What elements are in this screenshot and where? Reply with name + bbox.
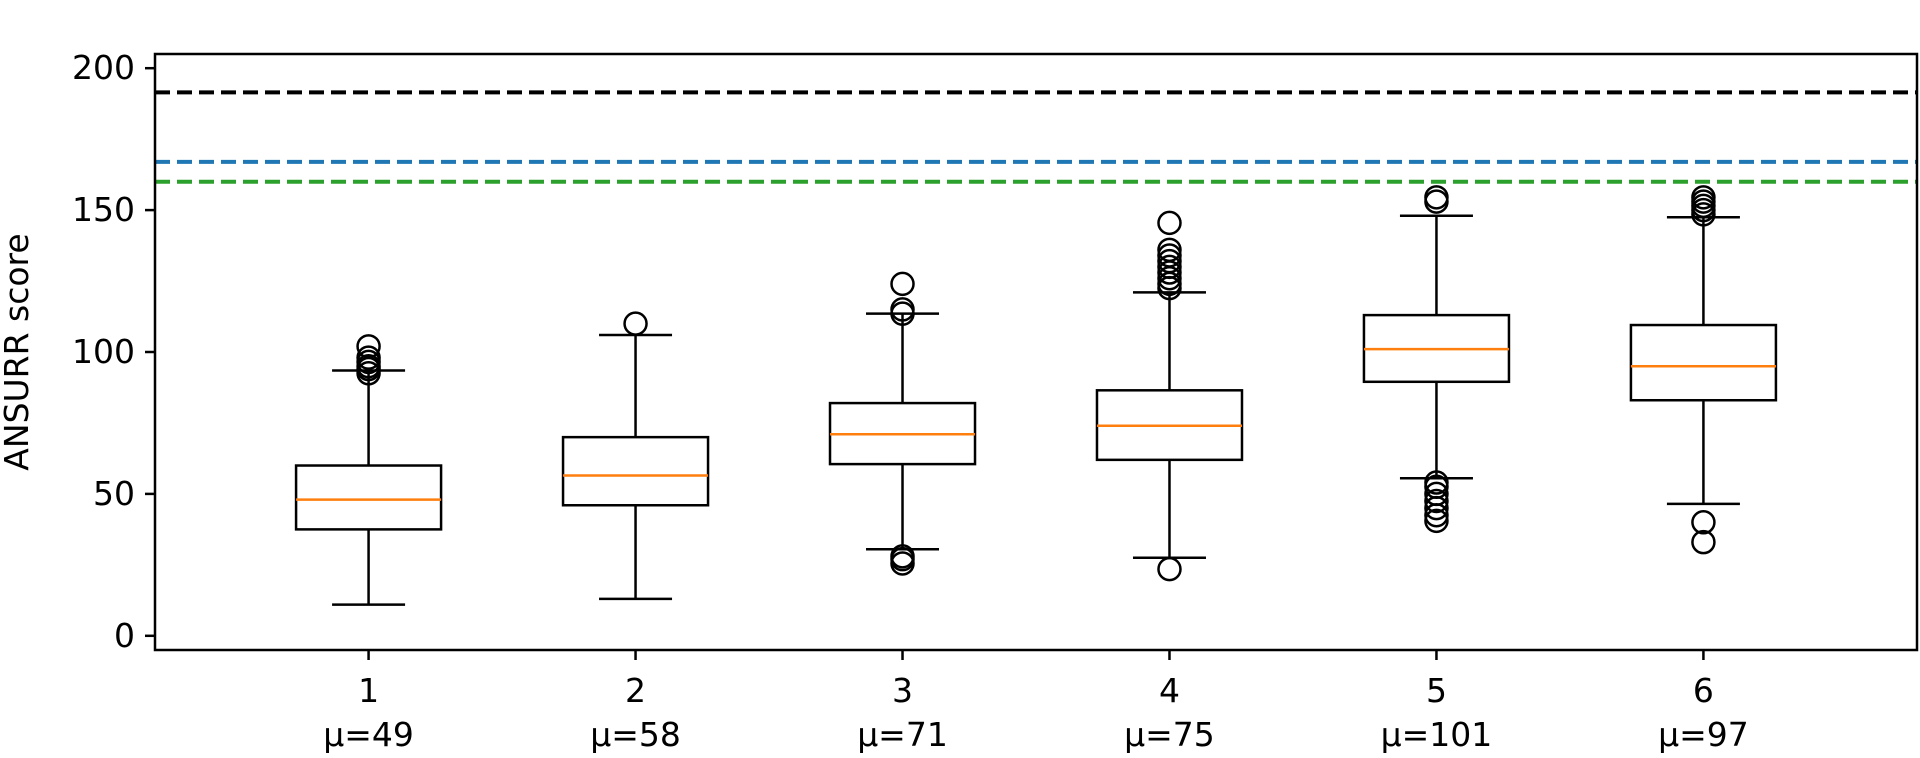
flier-point — [1157, 254, 1182, 280]
y-tick-label: 100 — [72, 332, 135, 371]
flier-point — [1424, 481, 1449, 507]
flier-point — [1157, 556, 1182, 582]
y-tick-label: 50 — [93, 474, 135, 513]
flier-point — [890, 297, 915, 322]
x-mean-label: μ=49 — [323, 715, 414, 754]
flier-point — [890, 544, 915, 569]
flier-point — [1157, 237, 1182, 263]
y-axis: 0 50 100 150 200 — [72, 48, 155, 655]
x-tick-label: 1 — [358, 671, 379, 710]
y-tick-label: 150 — [72, 190, 135, 229]
box-6 — [1629, 185, 1778, 555]
flier-point — [1424, 185, 1449, 210]
box-2 — [561, 311, 710, 601]
iqr-box — [1629, 323, 1778, 402]
flier-point — [623, 311, 648, 336]
flier-point — [1424, 470, 1449, 495]
flier-point — [1157, 248, 1182, 274]
iqr-box — [294, 464, 443, 531]
flier-point — [356, 345, 381, 370]
x-mean-label: μ=75 — [1124, 715, 1215, 754]
x-axis: 1 μ=49 2 μ=58 3 μ=71 4 μ=75 5 μ=101 6 μ=97 — [323, 650, 1749, 754]
x-mean-label: μ=58 — [590, 715, 681, 754]
box-5 — [1362, 185, 1511, 534]
flier-point — [890, 271, 915, 297]
box-1 — [294, 334, 443, 606]
x-tick-label: 3 — [892, 671, 913, 710]
flier-point — [1691, 510, 1716, 535]
flier-point — [1691, 529, 1716, 555]
box-3 — [828, 271, 977, 576]
y-tick-label: 200 — [72, 48, 135, 87]
flier-point — [1424, 488, 1449, 514]
x-tick-label: 5 — [1426, 671, 1447, 710]
box-4 — [1095, 210, 1244, 582]
flier-point — [356, 334, 381, 359]
x-mean-label: μ=97 — [1658, 715, 1749, 754]
flier-point — [1424, 508, 1449, 534]
x-tick-label: 6 — [1693, 671, 1714, 710]
iqr-box — [561, 435, 710, 507]
flier-point — [1691, 185, 1716, 210]
plot-layer — [155, 90, 1917, 606]
y-tick-label: 0 — [114, 616, 135, 655]
x-mean-label: μ=71 — [857, 715, 948, 754]
x-mean-label: μ=101 — [1381, 715, 1493, 754]
x-tick-label: 4 — [1159, 671, 1180, 710]
y-axis-label: ANSURR score — [0, 233, 36, 470]
flier-point — [1157, 243, 1182, 268]
flier-point — [1157, 210, 1182, 236]
x-tick-label: 2 — [625, 671, 646, 710]
